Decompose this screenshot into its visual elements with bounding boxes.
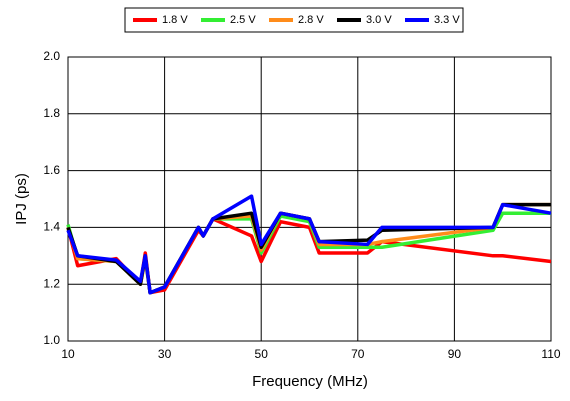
x-axis-label: Frequency (MHz) (252, 373, 368, 390)
y-axis-label: IPJ (ps) (13, 173, 30, 225)
y-tick-label: 1.8 (43, 106, 60, 120)
legend-label: 2.8 V (298, 14, 324, 26)
x-tick-label: 50 (255, 347, 269, 361)
series-line (66, 194, 552, 295)
x-tick-label: 90 (448, 347, 462, 361)
y-tick-label: 2.0 (43, 49, 60, 63)
plot-area (67, 56, 552, 342)
y-tick-label: 1.4 (43, 220, 60, 234)
legend-label: 1.8 V (162, 14, 188, 26)
y-tick-label: 1.2 (43, 276, 60, 290)
legend-label: 3.0 V (366, 14, 392, 26)
x-tick-label: 70 (351, 347, 365, 361)
legend-label: 2.5 V (230, 14, 256, 26)
legend-label: 3.3 V (434, 14, 460, 26)
x-tick-label: 30 (158, 347, 172, 361)
x-tick-label: 110 (541, 347, 560, 361)
x-tick-label: 10 (61, 347, 75, 361)
y-tick-label: 1.0 (43, 333, 60, 347)
y-tick-label: 1.6 (43, 163, 60, 177)
